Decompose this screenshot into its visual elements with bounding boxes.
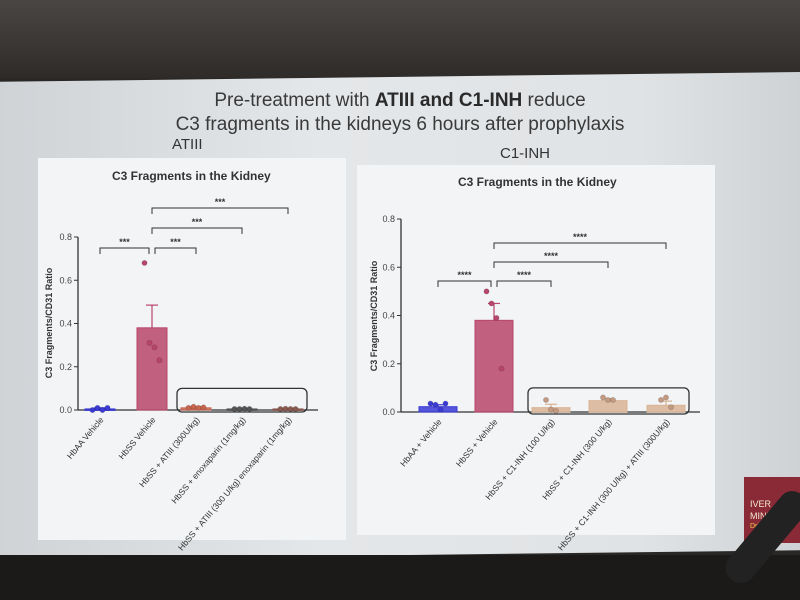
data-point: [437, 406, 444, 413]
data-point: [427, 400, 434, 407]
atiii-chart-title: C3 Fragments in the Kidney: [112, 169, 271, 183]
y-tick-label: 0.4: [59, 319, 72, 329]
c1inh-chart-panel: [357, 165, 715, 535]
significance-bracket: [496, 280, 552, 287]
data-point: [432, 401, 439, 408]
y-axis-label: C3 Fragments/CD31 Ratio: [369, 260, 379, 371]
y-tick-label: 0.4: [382, 311, 395, 321]
ceiling: [0, 0, 800, 78]
significance-label: ***: [119, 237, 130, 247]
y-tick-label: 0.6: [382, 262, 395, 272]
treatment-group-box: [176, 387, 308, 413]
data-point: [190, 403, 197, 410]
significance-bracket: [99, 247, 150, 254]
y-tick-label: 0.2: [59, 362, 72, 372]
significance-label: ****: [517, 270, 532, 280]
data-point: [146, 339, 153, 347]
x-tick-label: HbAA + Vehicle: [398, 417, 444, 469]
significance-bracket: [151, 227, 243, 234]
audience-area: [0, 555, 800, 600]
atiii-chart-panel: [38, 158, 346, 540]
data-point: [657, 396, 665, 404]
significance-bracket: [437, 280, 492, 287]
data-point: [200, 404, 207, 411]
significance-bracket: [493, 261, 609, 268]
significance-label: ****: [457, 270, 472, 280]
data-point: [599, 394, 607, 401]
y-tick-label: 0.8: [382, 214, 395, 224]
data-point: [156, 357, 163, 364]
x-tick-label: HbSS + Vehicle: [454, 417, 500, 469]
c1inh-chart-title: C3 Fragments in the Kidney: [458, 175, 617, 189]
data-point: [552, 407, 560, 414]
atiii-panel-label: ATIII: [172, 136, 203, 153]
data-point: [151, 344, 158, 351]
bar: [646, 404, 686, 413]
y-axis-label: C3 Fragments/CD31 Ratio: [44, 267, 54, 378]
data-point: [488, 300, 495, 307]
logo-text: MINN: [750, 511, 773, 521]
data-point: [493, 314, 500, 322]
treatment-group-box: [527, 387, 690, 415]
y-tick-label: 0.0: [59, 405, 72, 415]
data-point: [483, 288, 490, 295]
data-point: [442, 400, 449, 407]
significance-label: ***: [192, 217, 203, 227]
bar: [136, 327, 168, 411]
slide-title-line1: Pre-treatment with ATIII and C1-INH redu…: [214, 90, 586, 111]
significance-label: ***: [170, 237, 181, 247]
data-point: [667, 404, 675, 411]
significance-bracket: [151, 207, 289, 214]
data-point: [104, 404, 111, 411]
data-point: [604, 396, 612, 404]
y-tick-label: 0.8: [59, 232, 72, 242]
data-point: [547, 406, 555, 413]
significance-label: ****: [573, 232, 588, 242]
data-point: [609, 396, 617, 404]
logo-text: IVER: [750, 499, 772, 509]
significance-bracket: [493, 242, 667, 249]
c1inh-panel-label: C1-INH: [500, 145, 551, 162]
y-tick-label: 0.0: [382, 407, 395, 417]
data-point: [141, 259, 148, 267]
data-point: [94, 404, 101, 411]
significance-bracket: [154, 247, 197, 254]
data-point: [246, 405, 253, 413]
data-point: [89, 406, 96, 414]
bar: [474, 319, 514, 413]
data-point: [99, 406, 106, 414]
data-point: [185, 404, 192, 411]
data-point: [498, 365, 505, 372]
x-tick-label: HbSS + C1-INH (300 U/kg) + ATIII (300U/k…: [556, 417, 672, 553]
significance-label: ***: [215, 197, 226, 207]
slide-title-line2: C3 fragments in the kidneys 6 hours afte…: [175, 114, 625, 135]
data-point: [292, 405, 299, 413]
data-point: [662, 394, 670, 401]
y-tick-label: 0.6: [59, 275, 72, 285]
data-point: [542, 396, 550, 404]
y-tick-label: 0.2: [382, 359, 395, 369]
significance-label: ****: [544, 251, 559, 261]
